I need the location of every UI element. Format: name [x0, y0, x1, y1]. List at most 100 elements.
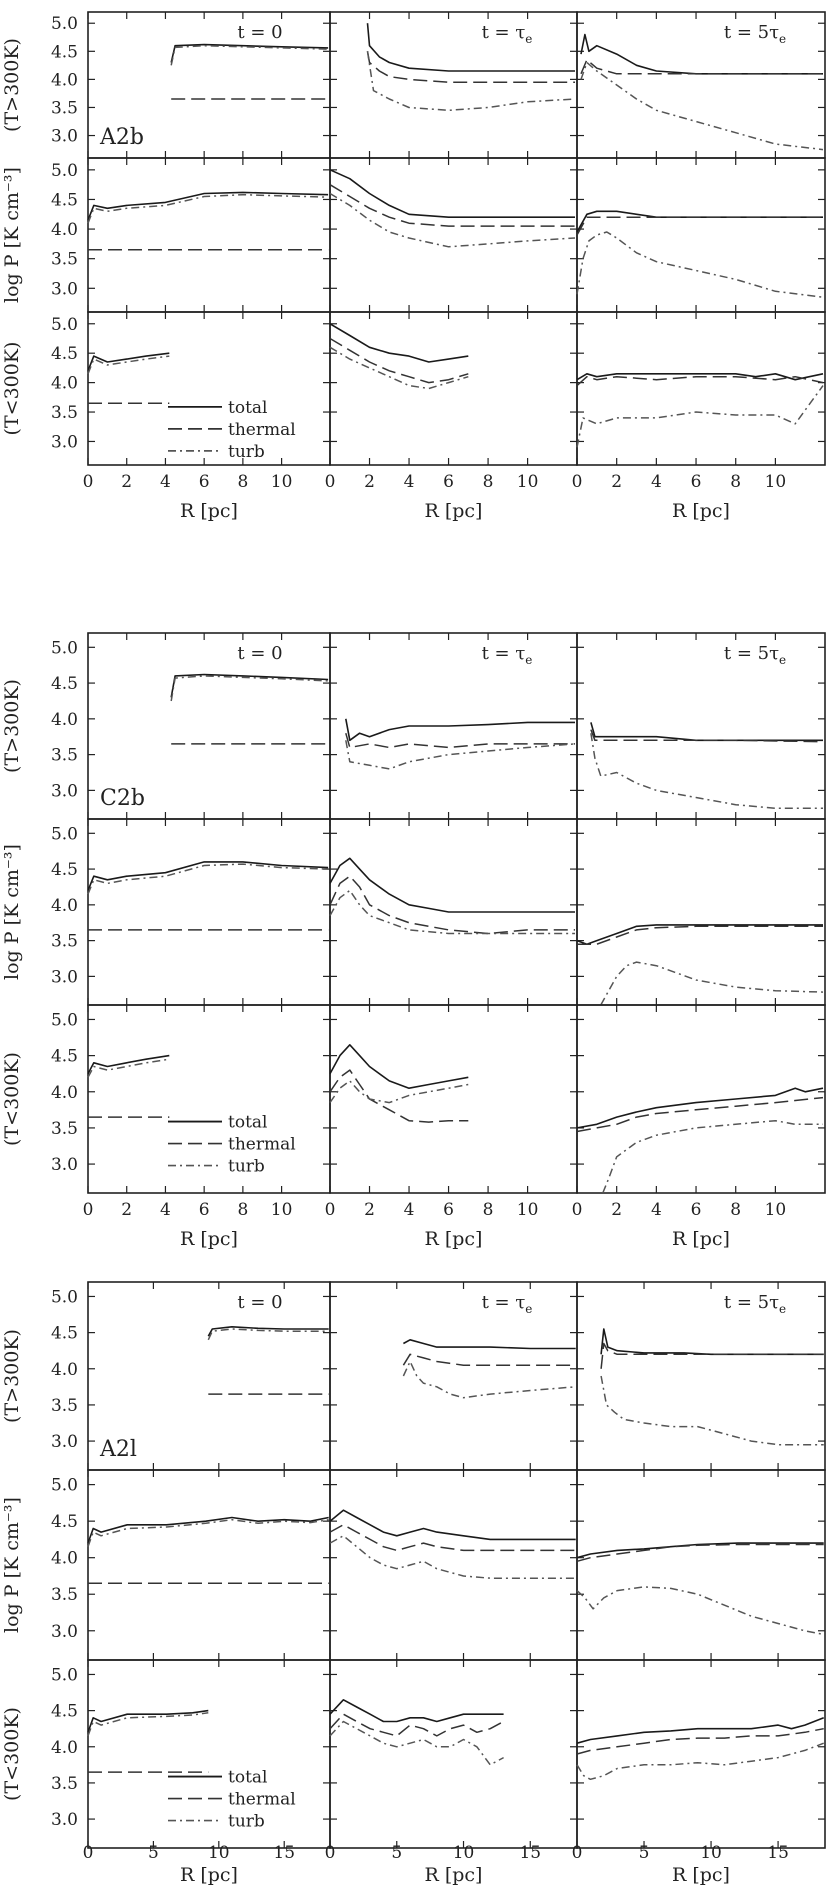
x-tick-label: 4: [160, 1200, 171, 1220]
x-axis-label: R [pc]: [672, 500, 730, 522]
panel-frame: [576, 1281, 826, 1471]
series-line-total: [207, 1326, 329, 1337]
figure-group-a2b: 3.0 3.5 4.0 4.5 5.0 t = 0 t = τe t = 5τe (T>300K…: [1, 11, 826, 522]
x-tick-label: 5: [391, 1843, 402, 1863]
y-tick-label: 4.0: [51, 896, 78, 916]
series-line-turb: [329, 1535, 576, 1579]
x-tick-label: 10: [208, 1843, 230, 1863]
x-tick-label: 0: [83, 472, 94, 492]
x-axis-label: R [pc]: [672, 1228, 730, 1250]
y-tick-label: 5.0: [51, 1476, 78, 1496]
y-tick-label: 5.0: [51, 14, 78, 34]
title-subscript: e: [779, 32, 786, 46]
panel-frame: [576, 11, 826, 159]
panel-frame: [576, 632, 826, 820]
panel-frame: [576, 157, 826, 313]
series-line-thermal: [576, 216, 823, 236]
title-subscript: e: [779, 653, 786, 667]
x-tick-label: 6: [199, 1200, 210, 1220]
series-line-thermal: [600, 1342, 824, 1369]
x-tick-label: 8: [730, 1200, 741, 1220]
series-line-total: [329, 1509, 576, 1541]
column-title: t = τe: [482, 22, 533, 46]
series-line-turb: [87, 355, 170, 375]
y-tick-label: 3.5: [51, 1774, 78, 1794]
series-line-thermal: [329, 1069, 469, 1123]
series-line-total: [87, 1516, 329, 1544]
y-tick-label: 3.5: [51, 98, 78, 118]
y-axis-label-row2: (T<300K): [1, 1707, 23, 1801]
y-tick-label: 4.0: [51, 1083, 78, 1103]
series-line-total: [329, 323, 469, 363]
series-line-total: [590, 722, 823, 742]
series-line-total: [87, 352, 170, 372]
simulation-label: A2b: [99, 125, 144, 150]
simulation-label: C2b: [100, 786, 145, 811]
series-line-total: [345, 718, 575, 742]
series-line-turb: [329, 192, 576, 248]
y-tick-label: 5.0: [51, 1010, 78, 1030]
x-tick-label: 0: [325, 1843, 336, 1863]
panel-frame: [329, 311, 578, 466]
panel-frame: [576, 311, 826, 466]
series-line-total: [576, 210, 823, 233]
series-line-total: [576, 1542, 824, 1559]
x-tick-label: 4: [160, 472, 171, 492]
x-axis-label: R [pc]: [425, 1864, 483, 1886]
panel-frame: [87, 311, 331, 466]
x-axis-label: R [pc]: [180, 1864, 238, 1886]
column-title: t = 0: [237, 22, 282, 43]
column-title: t = τe: [482, 643, 533, 667]
x-tick-label: 6: [443, 1200, 454, 1220]
y-axis-label-row1: log P [K cm⁻³]: [1, 1497, 23, 1633]
panel-row2-col1: 0 2 4 6 8 10 R [pc]: [325, 311, 578, 522]
panel-row0-col2: t = 5τe: [576, 1281, 826, 1471]
y-tick-label: 4.5: [51, 1512, 78, 1532]
panel-row0-col0: 3.0 3.5 4.0 4.5 5.0 t = 0: [51, 632, 331, 820]
legend-label-total: total: [228, 398, 267, 418]
y-tick-label: 4.0: [51, 220, 78, 240]
x-tick-label: 4: [404, 472, 415, 492]
panel-frame: [87, 157, 331, 313]
x-tick-label: 2: [121, 472, 132, 492]
x-tick-label: 2: [611, 1200, 622, 1220]
series-line-thermal: [329, 337, 469, 384]
x-axis-label: R [pc]: [180, 500, 238, 522]
x-tick-label: 2: [364, 472, 375, 492]
panel-row0-col0: 3.0 3.5 4.0 4.5 5.0 t = 0: [51, 11, 331, 159]
panel-row1-col1: [329, 818, 578, 1006]
x-tick-label: 5: [148, 1843, 159, 1863]
series-line-turb: [170, 44, 329, 66]
y-tick-label: 3.0: [51, 127, 78, 147]
x-tick-label: 8: [237, 472, 248, 492]
y-tick-label: 3.0: [51, 432, 78, 452]
series-line-turb: [602, 1119, 823, 1194]
x-tick-label: 2: [611, 472, 622, 492]
series-line-total: [329, 1699, 504, 1723]
panel-row1-col0: 3.0 3.5 4.0 4.5 5.0: [51, 818, 331, 1006]
series-line-total: [576, 1717, 824, 1744]
x-tick-label: 8: [730, 472, 741, 492]
series-line-thermal: [345, 732, 575, 749]
panel-frame: [329, 157, 578, 313]
panel-frame: [576, 818, 826, 1006]
legend-label-turb: turb: [228, 1157, 265, 1177]
y-tick-label: 5.0: [51, 161, 78, 181]
y-axis-label-row0: (T>300K): [1, 679, 23, 773]
y-tick-label: 4.0: [51, 374, 78, 394]
series-line-total: [366, 23, 575, 72]
y-tick-label: 3.5: [51, 1396, 78, 1416]
series-line-turb: [576, 1586, 824, 1636]
y-axis-label-row2: (T<300K): [1, 342, 23, 436]
figure-group-c2b: 3.0 3.5 4.0 4.5 5.0 t = 0 t = τe t = 5τe (T>300K…: [1, 632, 826, 1250]
y-tick-label: 3.0: [51, 1155, 78, 1175]
panel-row0-col2: t = 5τe: [576, 11, 826, 159]
series-line-turb: [590, 733, 823, 810]
y-tick-label: 3.5: [51, 746, 78, 766]
x-tick-label: 2: [121, 1200, 132, 1220]
series-line-turb: [329, 889, 575, 935]
y-axis-label-row1: log P [K cm⁻³]: [1, 844, 23, 980]
series-line-thermal: [590, 729, 824, 743]
